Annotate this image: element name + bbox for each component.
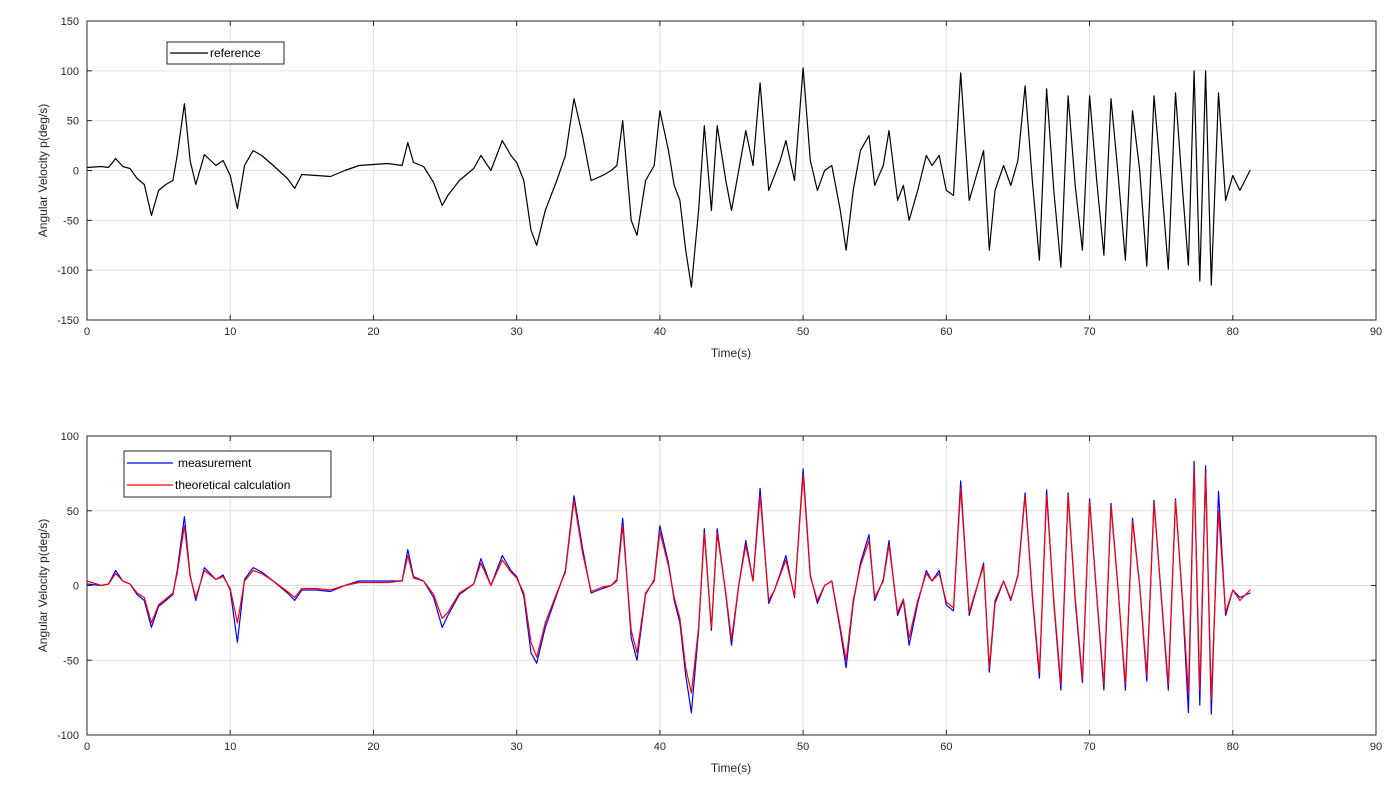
y-tick-label: 100	[61, 66, 79, 78]
top-y-axis-label: Angular Velocity p(deg/s)	[36, 104, 50, 237]
x-tick-label: 90	[1370, 741, 1382, 753]
top-series	[86, 67, 1251, 288]
x-tick-label: 80	[1227, 326, 1239, 338]
x-tick-label: 60	[940, 741, 952, 753]
y-tick-label: -100	[57, 265, 79, 277]
top-legend-box	[166, 41, 285, 65]
y-tick-label: 50	[67, 116, 79, 128]
y-tick-label: 50	[67, 506, 79, 518]
top-axes: 0 10 20 30 40 50 60 70 80 90-150-100-50050100150 …	[36, 16, 1382, 360]
x-tick-label: 90	[1370, 326, 1382, 338]
x-tick-label: 50	[797, 741, 809, 753]
y-tick-label: 0	[73, 166, 79, 178]
x-tick-label: 20	[367, 741, 379, 753]
legend-label-theoretical-calculation: theoretical calculation	[175, 478, 290, 492]
bottom-legend-box	[123, 450, 332, 498]
x-tick-label: 20	[367, 326, 379, 338]
y-tick-label: -100	[57, 730, 79, 742]
x-tick-label: 60	[940, 326, 952, 338]
x-tick-label: 70	[1083, 326, 1095, 338]
x-tick-label: 0	[84, 741, 90, 753]
x-tick-label: 80	[1227, 741, 1239, 753]
x-tick-label: 50	[797, 326, 809, 338]
bottom-legend: measurement theoretical calculation	[123, 450, 332, 498]
y-tick-label: -50	[63, 655, 79, 667]
x-tick-label: 10	[224, 326, 236, 338]
x-tick-label: 40	[654, 326, 666, 338]
series-line-reference	[86, 67, 1251, 288]
y-tick-label: 0	[73, 581, 79, 593]
legend-label-reference: reference	[210, 46, 261, 60]
bottom-series	[86, 460, 1251, 715]
x-tick-label: 30	[511, 326, 523, 338]
y-tick-label: -150	[57, 315, 79, 327]
x-tick-label: 30	[511, 741, 523, 753]
x-tick-label: 0	[84, 326, 90, 338]
bottom-grid	[87, 436, 1376, 735]
bottom-x-axis-label: Time(s)	[711, 761, 751, 775]
x-tick-label: 70	[1083, 741, 1095, 753]
bottom-ticks: 0 10 20 30 40 50 60 70 80 90 -100 -50 0 50 100	[57, 431, 1382, 753]
legend-label-measurement: measurement	[178, 456, 252, 470]
series-line-theoretical-calculation	[86, 468, 1251, 700]
x-tick-label: 10	[224, 741, 236, 753]
top-legend: reference	[166, 41, 285, 65]
top-x-axis-label: Time(s)	[711, 346, 751, 360]
top-ticks: 0 10 20 30 40 50 60 70 80 90 -150 -100 -50 0 50 100 150	[57, 16, 1382, 338]
x-tick-label: 40	[654, 741, 666, 753]
bottom-axes: 0 10 20 30 40 50 60 70 80 90 -100 -50 0 50 100 Time(s)…	[36, 431, 1382, 775]
y-tick-label: 100	[61, 431, 79, 443]
y-tick-label: 150	[61, 16, 79, 28]
y-tick-label: -50	[63, 215, 79, 227]
bottom-y-axis-label: Angular Velocity p(deg/s)	[36, 519, 50, 652]
